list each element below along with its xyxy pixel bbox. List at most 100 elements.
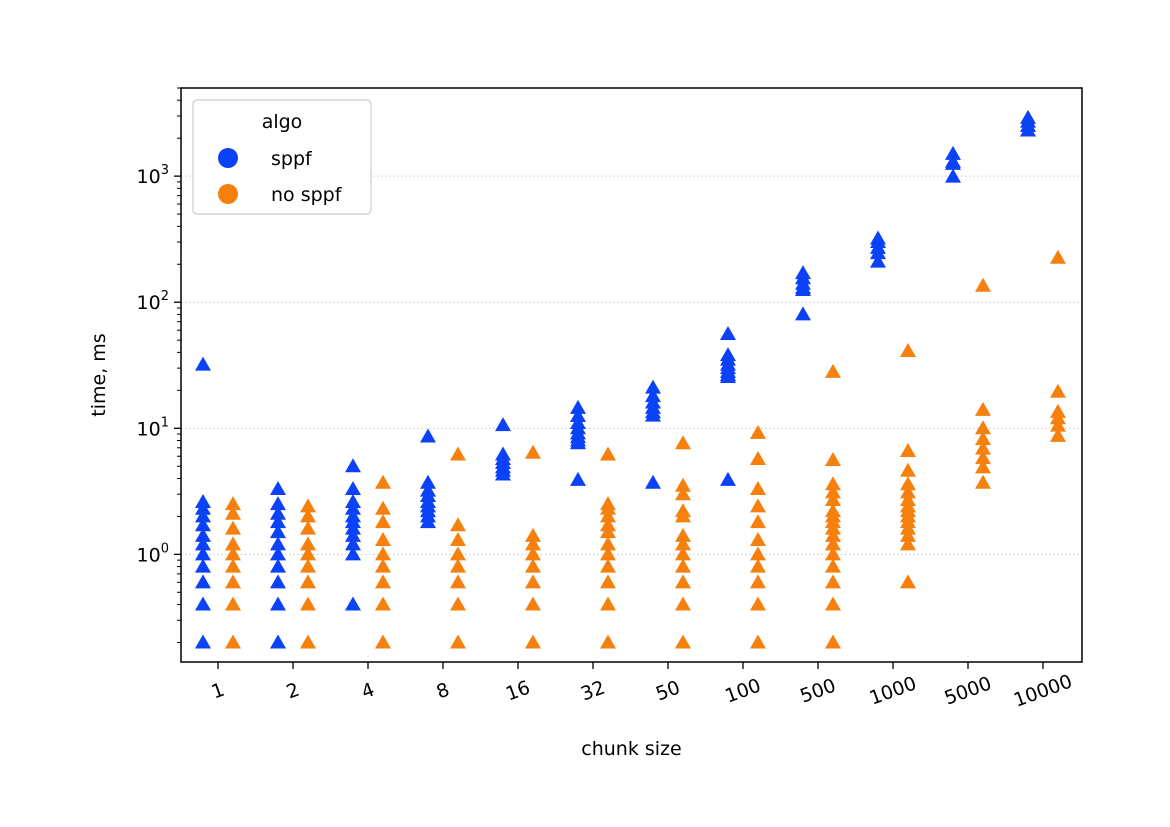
data-point xyxy=(345,536,361,551)
data-point xyxy=(825,596,841,611)
data-point xyxy=(375,531,391,546)
data-point xyxy=(225,496,241,511)
y-tick-label: 100 xyxy=(137,541,169,566)
data-point xyxy=(900,443,916,458)
data-point xyxy=(525,634,541,649)
data-point xyxy=(195,517,211,532)
data-point xyxy=(825,491,841,506)
data-point xyxy=(945,153,961,168)
data-point xyxy=(750,546,766,561)
data-point xyxy=(975,277,991,292)
data-point xyxy=(195,494,211,509)
data-point xyxy=(450,558,466,573)
legend-label: sppf xyxy=(271,148,313,170)
legend: algo sppf no sppf xyxy=(192,99,372,215)
data-point xyxy=(1050,383,1066,398)
data-point xyxy=(825,546,841,561)
data-point xyxy=(945,145,961,160)
data-point xyxy=(825,363,841,378)
data-point xyxy=(825,634,841,649)
data-point xyxy=(525,536,541,551)
data-point xyxy=(270,505,286,520)
data-point xyxy=(345,596,361,611)
data-point xyxy=(195,574,211,589)
y-tick-label: 103 xyxy=(137,163,169,188)
data-point xyxy=(570,408,586,423)
data-point xyxy=(300,634,316,649)
data-point xyxy=(900,574,916,589)
data-point xyxy=(345,494,361,509)
data-point xyxy=(195,527,211,542)
data-point xyxy=(300,574,316,589)
data-point xyxy=(750,424,766,439)
data-point xyxy=(300,596,316,611)
data-point xyxy=(675,596,691,611)
data-point xyxy=(270,480,286,495)
data-point xyxy=(375,500,391,515)
data-point xyxy=(420,474,436,489)
y-axis-ticks: 100 101 102 103 xyxy=(137,87,181,643)
data-point xyxy=(270,546,286,561)
data-point xyxy=(1020,109,1036,124)
data-point xyxy=(675,536,691,551)
data-point xyxy=(900,484,916,499)
data-point xyxy=(600,496,616,511)
data-point xyxy=(750,634,766,649)
data-point xyxy=(300,508,316,523)
data-point xyxy=(600,517,616,532)
data-point xyxy=(525,574,541,589)
data-point xyxy=(195,634,211,649)
data-point xyxy=(225,546,241,561)
data-point xyxy=(675,486,691,501)
data-point xyxy=(945,168,961,183)
data-point xyxy=(600,596,616,611)
data-point xyxy=(675,435,691,450)
data-point xyxy=(825,527,841,542)
data-point xyxy=(900,527,916,542)
data-point xyxy=(420,428,436,443)
data-point xyxy=(600,574,616,589)
data-point xyxy=(720,347,736,362)
y-tick-label: 101 xyxy=(137,415,169,440)
data-point xyxy=(750,558,766,573)
data-point xyxy=(270,514,286,529)
data-point xyxy=(270,524,286,539)
data-point xyxy=(270,634,286,649)
data-point xyxy=(870,230,886,245)
data-point xyxy=(195,558,211,573)
data-points xyxy=(195,109,1066,649)
data-point xyxy=(975,401,991,416)
data-point xyxy=(300,546,316,561)
data-point xyxy=(195,508,211,523)
data-point xyxy=(270,558,286,573)
legend-entries: sppf no sppf xyxy=(218,148,343,206)
data-point xyxy=(795,306,811,321)
data-point xyxy=(270,596,286,611)
data-point xyxy=(675,574,691,589)
data-point xyxy=(750,451,766,466)
data-point xyxy=(600,536,616,551)
data-point xyxy=(645,379,661,394)
data-point xyxy=(225,536,241,551)
data-point xyxy=(525,527,541,542)
data-point xyxy=(450,596,466,611)
data-point xyxy=(345,508,361,523)
data-point xyxy=(870,253,886,268)
data-point xyxy=(600,558,616,573)
legend-marker xyxy=(218,184,238,204)
data-point xyxy=(825,574,841,589)
data-point xyxy=(450,517,466,532)
data-point xyxy=(645,474,661,489)
data-point xyxy=(900,476,916,491)
y-tick-label: 102 xyxy=(137,289,169,314)
data-point xyxy=(345,527,361,542)
data-point xyxy=(525,444,541,459)
data-point xyxy=(825,476,841,491)
data-point xyxy=(225,505,241,520)
data-point xyxy=(570,399,586,414)
data-point xyxy=(375,514,391,529)
data-point xyxy=(420,482,436,497)
legend-title: algo xyxy=(262,111,303,133)
data-point xyxy=(675,477,691,492)
x-axis-label: chunk size xyxy=(581,738,681,760)
